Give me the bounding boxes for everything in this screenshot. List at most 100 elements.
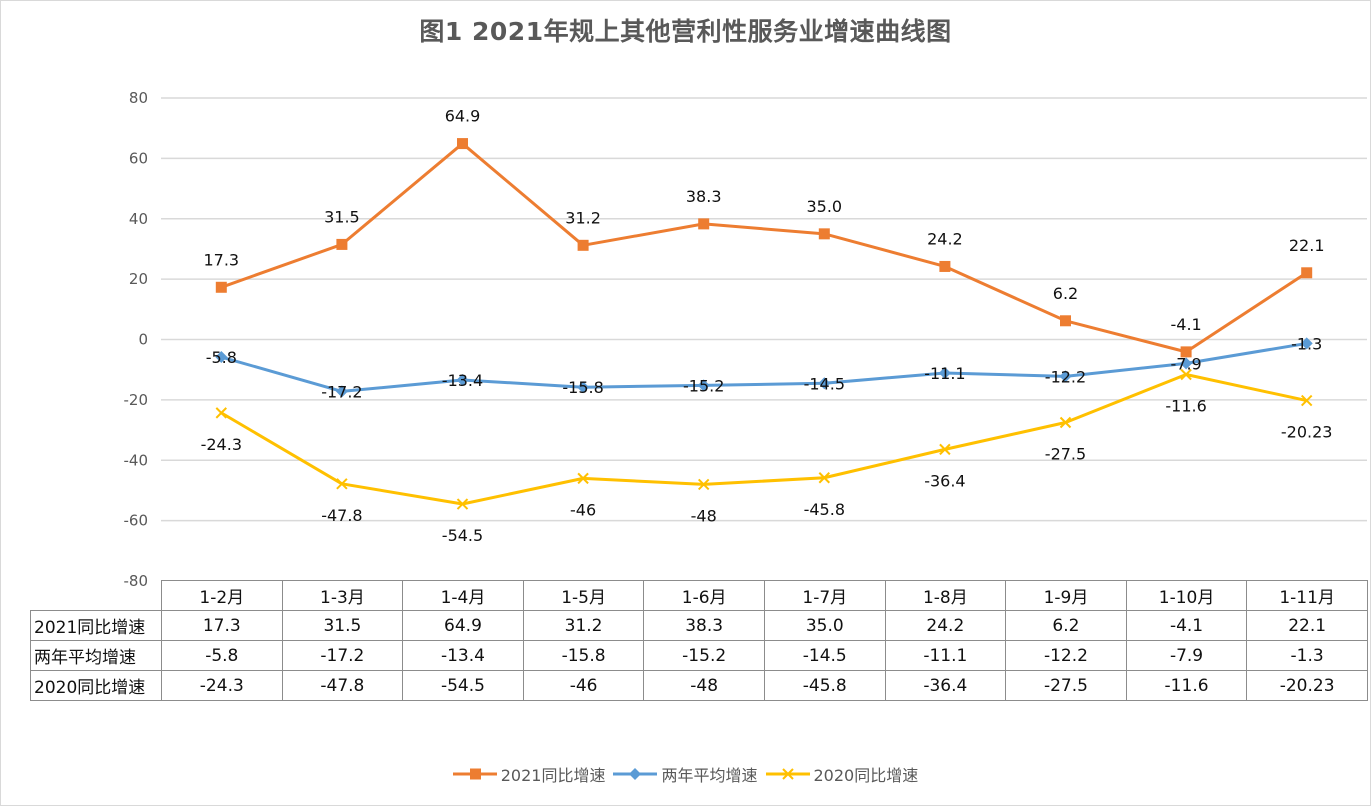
table-header-cell: 1-11月 bbox=[1246, 580, 1368, 611]
y-axis: 80 60 40 20 0 -20 -40 -60 -80 bbox=[124, 89, 149, 590]
table-cell: -12.2 bbox=[1005, 640, 1127, 671]
data-point-marker bbox=[215, 281, 227, 293]
data-label: -47.8 bbox=[321, 506, 362, 525]
gridlines bbox=[161, 97, 1367, 522]
marker-stroke bbox=[456, 498, 469, 510]
table-header-cell: 1-3月 bbox=[281, 580, 404, 611]
data-point-marker bbox=[456, 373, 469, 386]
legend-label: 2020同比增速 bbox=[813, 766, 919, 785]
data-label: -54.5 bbox=[442, 526, 483, 545]
data-point-marker bbox=[818, 472, 831, 484]
data-label: 35.0 bbox=[806, 197, 842, 216]
data-label: 64.9 bbox=[445, 107, 481, 126]
table-cell: -27.5 bbox=[1005, 670, 1127, 701]
table-cell: 31.5 bbox=[281, 610, 404, 641]
data-label: 24.2 bbox=[927, 229, 963, 248]
diamond-marker-icon bbox=[613, 768, 658, 780]
data-point-marker bbox=[697, 478, 710, 491]
data-point-marker bbox=[577, 381, 590, 394]
data-point-marker bbox=[215, 407, 228, 419]
data-label: -15.2 bbox=[683, 376, 724, 395]
data-point-marker bbox=[938, 367, 951, 380]
table-header-cell: 1-5月 bbox=[522, 580, 645, 611]
legend-item: 2020同比增速 bbox=[765, 762, 919, 786]
data-label: -45.8 bbox=[804, 500, 845, 519]
data-point-marker bbox=[336, 478, 348, 490]
table-cell: -4.1 bbox=[1125, 610, 1248, 641]
table-cell: -17.2 bbox=[281, 640, 404, 671]
data-label: -20.23 bbox=[1281, 423, 1333, 442]
series-line-0 bbox=[220, 142, 1308, 354]
table-cell: -11.1 bbox=[884, 640, 1007, 671]
data-point-marker bbox=[457, 138, 468, 150]
marker-stroke bbox=[1059, 416, 1072, 429]
marker-stroke bbox=[577, 472, 589, 485]
table-row: 2020同比增速 -24.3 -47.8 -54.5 -46 -48 -45.8 -36.4-… bbox=[30, 670, 1368, 701]
data-label: -27.5 bbox=[1045, 445, 1086, 464]
data-label: -17.2 bbox=[321, 382, 362, 401]
table-cell: -20.23 bbox=[1246, 670, 1368, 701]
data-label: -48 bbox=[691, 506, 717, 525]
table-cell: -45.8 bbox=[763, 670, 886, 701]
y-tick-label: -20 bbox=[124, 391, 149, 409]
table-cell: 35.0 bbox=[763, 610, 886, 641]
data-label: -1.3 bbox=[1291, 334, 1322, 353]
table-cell: -15.8 bbox=[522, 640, 645, 671]
table-cell: -15.2 bbox=[643, 640, 765, 671]
table-row-header: 两年平均增速 bbox=[30, 640, 162, 671]
data-point-marker bbox=[577, 472, 589, 485]
data-point-marker bbox=[1060, 315, 1071, 327]
table-cell: 31.2 bbox=[522, 610, 645, 641]
data-point-marker bbox=[697, 379, 710, 392]
y-tick-label: 0 bbox=[138, 331, 148, 349]
data-label: 6.2 bbox=[1053, 284, 1078, 303]
data-point-marker bbox=[335, 385, 348, 398]
data-label: -7.9 bbox=[1170, 354, 1201, 373]
y-tick-label: -80 bbox=[124, 572, 149, 590]
data-point-marker bbox=[1180, 357, 1193, 370]
marker-stroke bbox=[1300, 394, 1313, 407]
data-point-marker bbox=[1180, 368, 1192, 381]
data-label: 17.3 bbox=[203, 250, 239, 269]
legend-item: 2021同比增速 bbox=[452, 762, 606, 786]
table-row: 两年平均增速 -5.8 -17.2 -13.4 -15.8 -15.2 -14.5 -11.1… bbox=[30, 640, 1368, 671]
table-corner bbox=[31, 581, 162, 611]
table-header-row: 1-2月 1-3月 1-4月 1-5月 1-6月 1-7月 1-8月 1-9月 1-10月 1-1… bbox=[31, 580, 1368, 611]
marker-stroke bbox=[336, 478, 348, 490]
data-point-marker bbox=[1059, 416, 1072, 429]
data-table: 1-2月 1-3月 1-4月 1-5月 1-6月 1-7月 1-8月 1-9月 1-10月 1-1… bbox=[30, 580, 1368, 701]
marker-stroke bbox=[939, 443, 951, 456]
table-header-cell: 1-2月 bbox=[161, 580, 283, 611]
data-point-marker bbox=[1300, 337, 1313, 350]
table-cell: -48 bbox=[643, 670, 765, 701]
y-tick-label: 80 bbox=[129, 89, 148, 107]
table-cell: 6.2 bbox=[1005, 610, 1127, 641]
y-tick-label: -40 bbox=[124, 451, 149, 469]
legend-marker bbox=[629, 768, 642, 780]
table-cell: -24.3 bbox=[161, 670, 283, 701]
table-cell: -7.9 bbox=[1125, 640, 1248, 671]
data-label: -13.4 bbox=[442, 371, 483, 390]
data-label: -36.4 bbox=[924, 471, 965, 490]
data-label: -11.1 bbox=[924, 364, 965, 383]
legend-item: 两年平均增速 bbox=[613, 762, 758, 786]
legend-marker bbox=[781, 768, 794, 780]
table-row-header: 2020同比增速 bbox=[30, 670, 162, 701]
table-row-header: 2021同比增速 bbox=[30, 610, 162, 641]
data-label: 31.2 bbox=[565, 208, 601, 227]
table-cell: 17.3 bbox=[161, 610, 283, 641]
legend-label: 2021同比增速 bbox=[500, 766, 606, 785]
table-cell: -11.6 bbox=[1125, 670, 1248, 701]
data-point-marker bbox=[818, 377, 831, 390]
table-cell: -13.4 bbox=[402, 640, 524, 671]
marker-stroke bbox=[215, 407, 228, 419]
data-point-marker bbox=[336, 238, 348, 250]
data-point-marker bbox=[456, 498, 469, 510]
table-cell: -1.3 bbox=[1246, 640, 1368, 671]
data-label: -12.2 bbox=[1045, 367, 1086, 386]
table-cell: -14.5 bbox=[763, 640, 886, 671]
legend-marker bbox=[469, 768, 481, 780]
square-marker-icon bbox=[452, 768, 497, 780]
data-label: 31.5 bbox=[324, 207, 360, 226]
y-tick-label: 60 bbox=[129, 149, 148, 167]
